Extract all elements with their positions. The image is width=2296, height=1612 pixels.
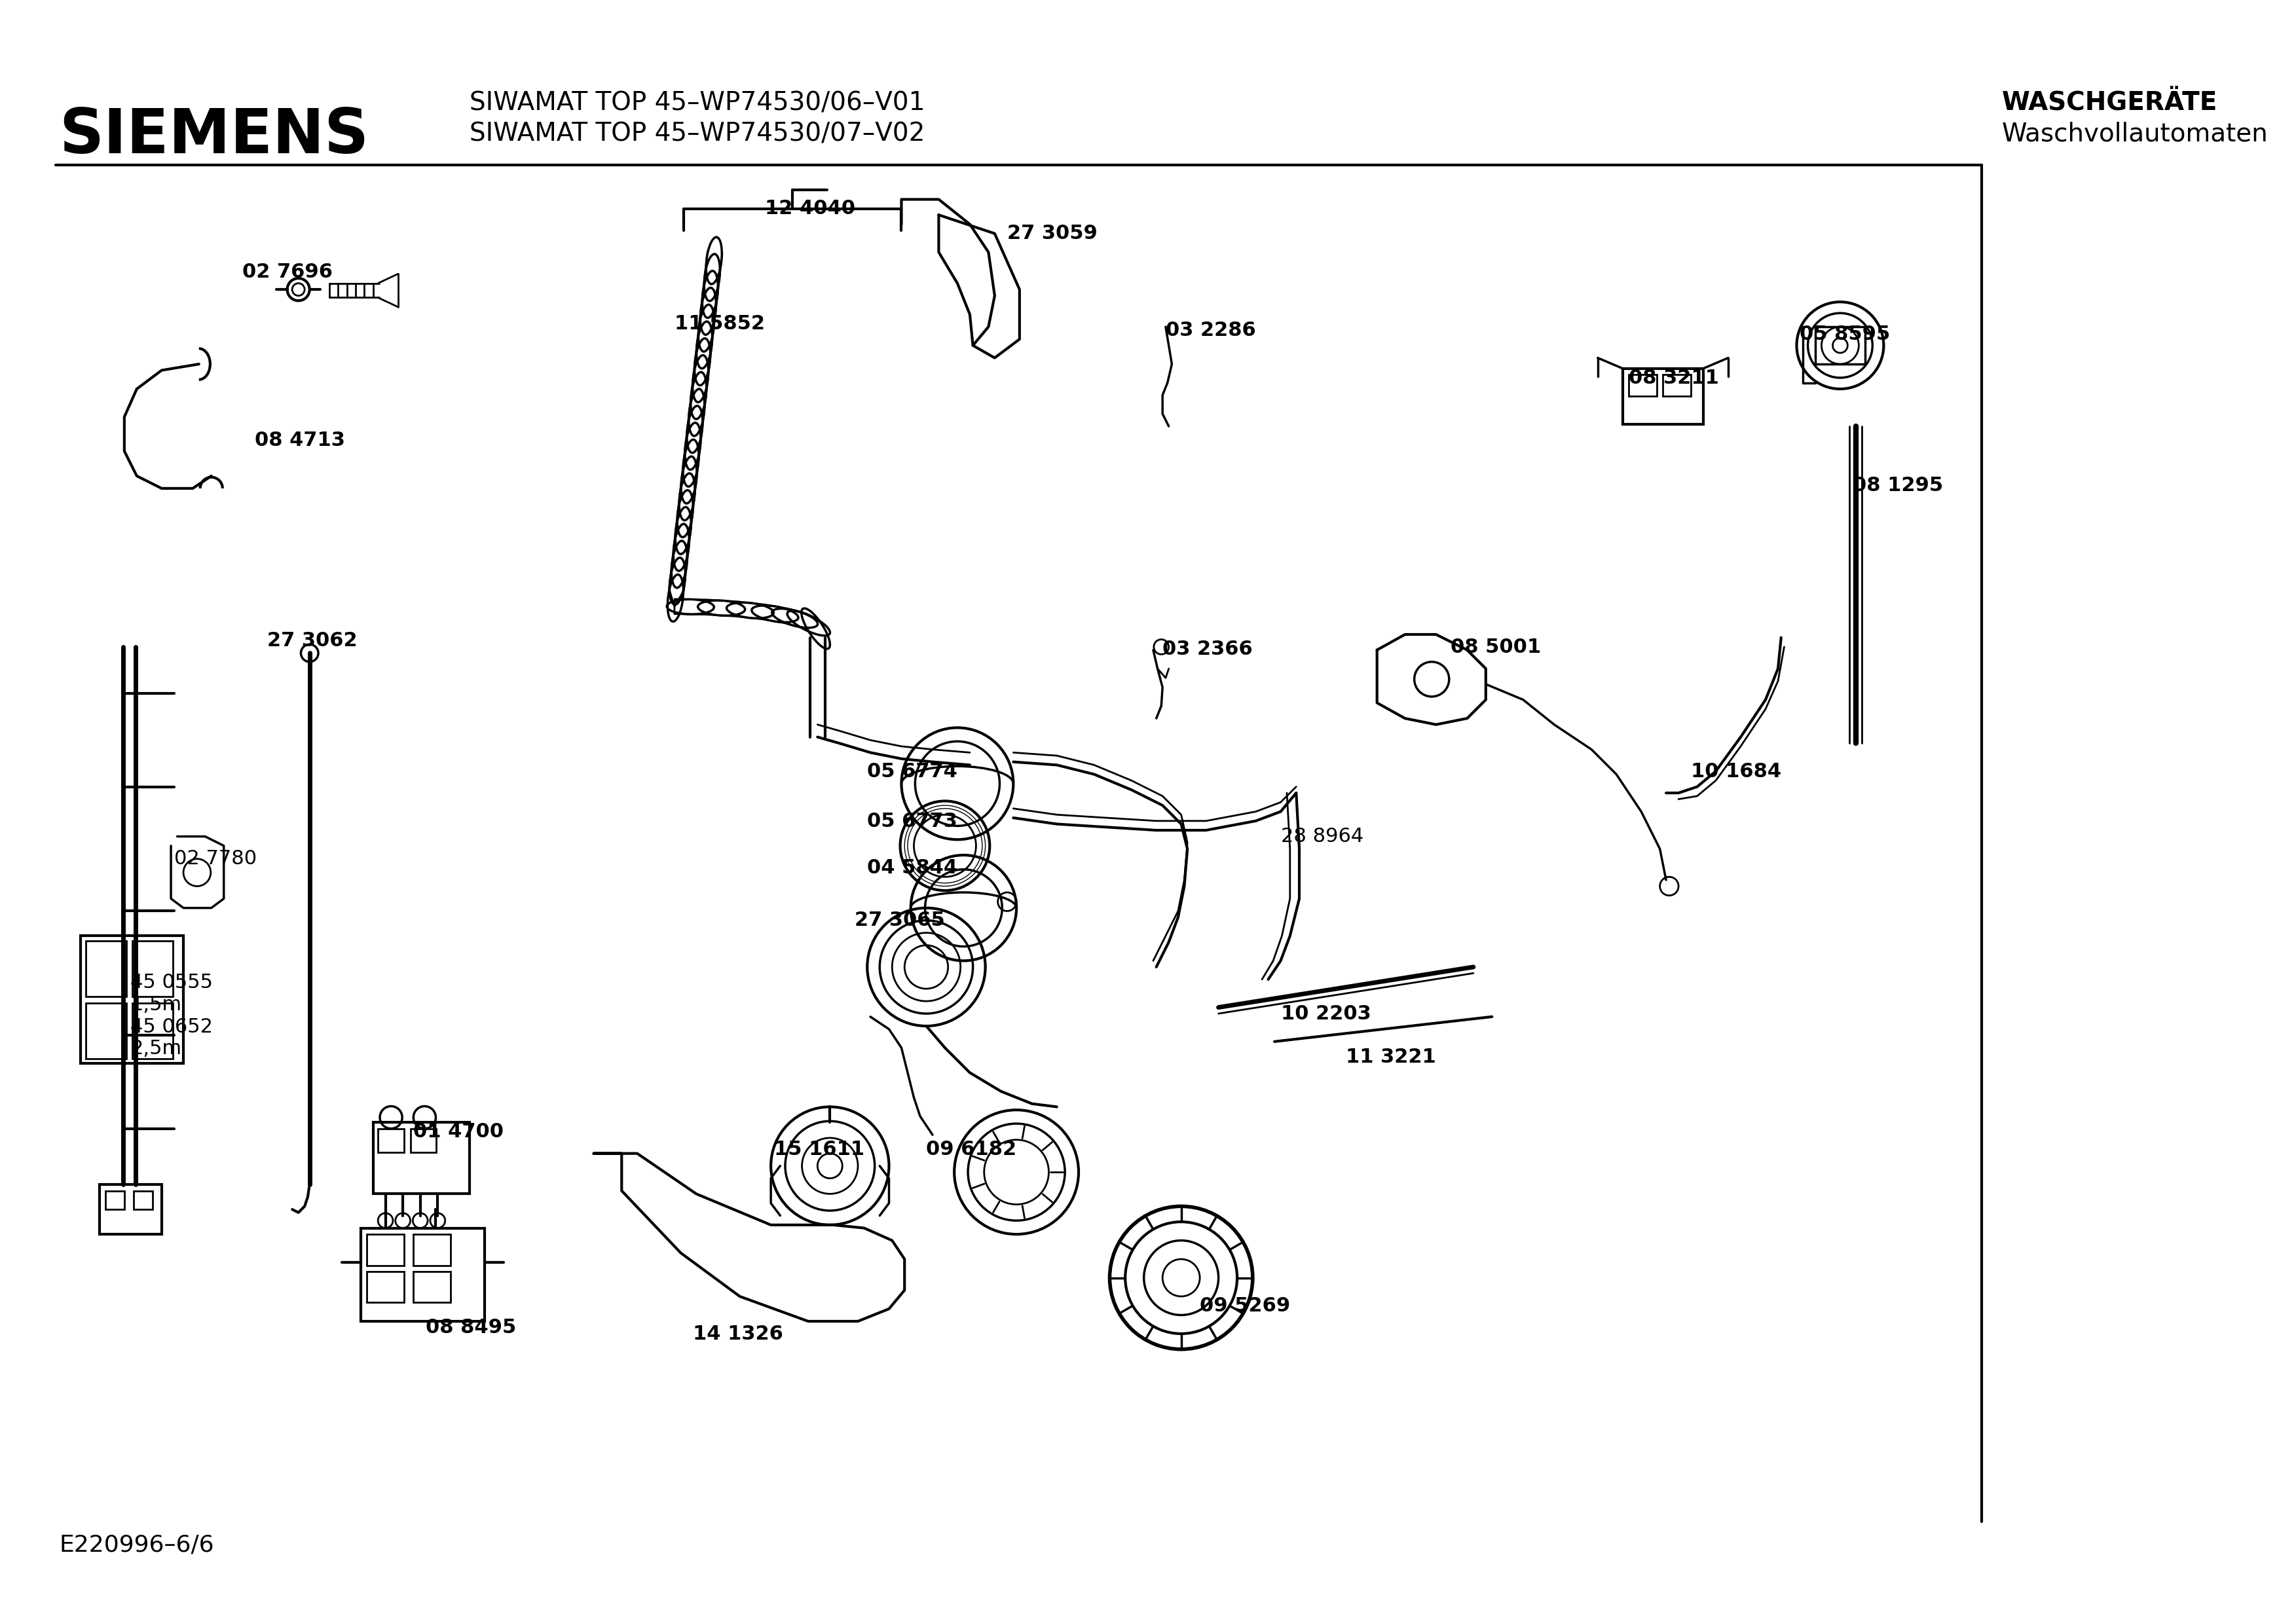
Text: 02 7696: 02 7696 <box>243 263 333 282</box>
Text: 01 4700: 01 4700 <box>413 1122 503 1141</box>
Text: 05 6773: 05 6773 <box>868 811 957 830</box>
Bar <box>85 941 126 996</box>
Text: 03 2366: 03 2366 <box>1162 640 1254 658</box>
Bar <box>133 941 172 996</box>
Bar <box>360 1228 484 1322</box>
Text: 08 5001: 08 5001 <box>1451 638 1541 656</box>
Bar <box>379 1128 404 1153</box>
Text: 05 8595: 05 8595 <box>1800 326 1890 343</box>
Text: 10 2203: 10 2203 <box>1281 1004 1371 1024</box>
Bar <box>85 1003 126 1059</box>
Text: 02 7780: 02 7780 <box>174 850 257 867</box>
Text: 03 2286: 03 2286 <box>1166 321 1256 340</box>
Text: 27 3059: 27 3059 <box>1008 224 1097 243</box>
Bar <box>1623 369 1704 424</box>
Text: 45 0555
1,5m
45 0652
2,5m: 45 0555 1,5m 45 0652 2,5m <box>131 974 214 1057</box>
Bar <box>133 1191 152 1209</box>
Text: 08 3211: 08 3211 <box>1628 369 1720 387</box>
Text: 09 5269: 09 5269 <box>1201 1296 1290 1315</box>
Bar <box>411 1128 436 1153</box>
Text: 08 1295: 08 1295 <box>1853 476 1942 495</box>
Text: 15 1611: 15 1611 <box>774 1140 863 1159</box>
Text: 12 4040: 12 4040 <box>765 200 854 218</box>
Bar <box>367 1235 404 1265</box>
Text: WASCHGERÄTE: WASCHGERÄTE <box>2002 90 2218 116</box>
Text: 28 8964: 28 8964 <box>1281 827 1364 846</box>
Bar <box>372 1122 468 1194</box>
Text: 11 3221: 11 3221 <box>1345 1048 1435 1067</box>
Bar <box>413 1272 450 1302</box>
Bar <box>133 1003 172 1059</box>
Text: SIWAMAT TOP 45–WP74530/07–V02: SIWAMAT TOP 45–WP74530/07–V02 <box>468 121 925 147</box>
Text: 11 5852: 11 5852 <box>675 314 765 334</box>
Bar <box>413 1235 450 1265</box>
Bar <box>106 1191 124 1209</box>
Text: 08 8495: 08 8495 <box>425 1319 517 1336</box>
Text: 14 1326: 14 1326 <box>693 1325 783 1343</box>
Text: 04 5844: 04 5844 <box>868 858 957 877</box>
Text: SIWAMAT TOP 45–WP74530/06–V01: SIWAMAT TOP 45–WP74530/06–V01 <box>468 90 925 116</box>
Bar <box>99 1185 161 1235</box>
Text: 10 1684: 10 1684 <box>1690 762 1782 780</box>
Text: 09 6182: 09 6182 <box>925 1140 1017 1159</box>
Bar <box>1628 374 1658 397</box>
Bar <box>1816 327 1864 364</box>
Text: Waschvollautomaten: Waschvollautomaten <box>2002 121 2268 147</box>
Text: 27 3062: 27 3062 <box>266 632 358 650</box>
Bar <box>1662 374 1690 397</box>
Text: SIEMENS: SIEMENS <box>60 106 370 166</box>
Text: 27 3065: 27 3065 <box>854 911 946 930</box>
Text: E220996–6/6: E220996–6/6 <box>60 1535 214 1556</box>
Bar <box>80 937 184 1064</box>
Text: 08 4713: 08 4713 <box>255 430 344 450</box>
Text: 05 6774: 05 6774 <box>868 762 957 780</box>
Bar <box>367 1272 404 1302</box>
